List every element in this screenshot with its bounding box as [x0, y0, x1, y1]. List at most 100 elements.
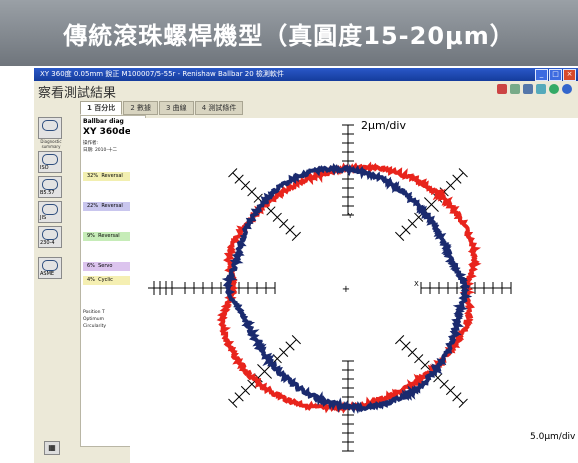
axis-tick	[253, 193, 263, 203]
polar-plot: + Y X 2μm/div 5.0μm/div	[130, 118, 578, 463]
axis-tick	[414, 212, 424, 222]
globe-icon[interactable]	[549, 84, 559, 94]
sidebar-item-label: B5.57	[40, 190, 55, 196]
axis-tick	[279, 219, 289, 229]
polar-plot-svg: + Y X	[148, 124, 512, 452]
sidebar-item-iso[interactable]: ISO	[38, 151, 62, 173]
bar-label: Servo	[98, 263, 113, 269]
report-date: 日期: 2010-十二	[83, 148, 118, 153]
diagnostic-bar: 9% Reversal	[83, 232, 143, 241]
sidebar-item-label: ISO	[40, 165, 49, 171]
sidebar: Diagnostic summary ISO B5.57 JIS 230-4 A…	[34, 99, 69, 463]
sidebar-item-summary[interactable]	[38, 117, 62, 139]
axis-tick	[452, 392, 462, 402]
y-axis-label: Y	[347, 212, 353, 220]
axis-tick	[257, 364, 272, 379]
bar-label: Reversal	[101, 203, 123, 209]
axis-tick	[407, 219, 417, 229]
axis-tick	[272, 354, 282, 364]
window-controls: _ □ ×	[535, 69, 576, 81]
grid-view-button[interactable]: ▦	[44, 441, 60, 455]
sidebar-item-label: JIS	[40, 215, 47, 221]
diagnostic-bar: 4% Cyclic	[83, 276, 143, 285]
report-heading: Ballbar diag	[83, 118, 124, 125]
bar-percent: 6%	[87, 263, 95, 269]
report-operator: 操作者:	[83, 141, 99, 146]
axis-tick	[407, 347, 417, 357]
report-footer-line: Optimum	[83, 317, 105, 322]
axis-tick	[291, 335, 301, 345]
tab-bar: 1 百分比 2 數據 3 曲線 4 測試條件	[80, 101, 244, 115]
axis-tick	[228, 168, 238, 178]
sidebar-item-label: ASME	[40, 271, 55, 277]
axis-tick	[266, 206, 276, 216]
bar-percent: 4%	[87, 277, 95, 283]
center-mark: +	[342, 284, 350, 295]
axis-tick	[458, 398, 468, 408]
axis-tick	[433, 373, 443, 383]
window-titlebar: XY 360度 0.05mm 銳正 M100007/5-55r - Renish…	[34, 68, 578, 81]
bar-percent: 32%	[87, 173, 99, 179]
blue-trace	[221, 162, 473, 414]
axis-tick	[445, 180, 456, 191]
axis-tick	[253, 373, 263, 383]
maximize-button[interactable]: □	[549, 69, 562, 81]
axis-tick	[424, 197, 439, 212]
bar-percent: 22%	[87, 203, 99, 209]
sidebar-item-caption: Diagnostic summary	[40, 139, 62, 149]
help-icon[interactable]	[562, 84, 572, 94]
diagnostic-bar: 6% Servo	[83, 262, 143, 271]
axis-tick	[395, 335, 405, 345]
ballbar-icon	[42, 179, 58, 190]
sidebar-item-asme[interactable]: ASME	[38, 257, 62, 279]
diagnostic-bar: 22% Reversal	[83, 202, 143, 211]
axis-tick	[234, 174, 244, 184]
axis-tick	[247, 187, 257, 197]
sidebar-item-b557[interactable]: B5.57	[38, 176, 62, 198]
diagnostic-bar: 32% Reversal	[83, 172, 143, 181]
axis-tick	[291, 231, 301, 241]
sidebar-item-230-4[interactable]: 230-4	[38, 226, 62, 248]
app-header: 察看測試結果	[34, 81, 578, 101]
bar-label: Reversal	[98, 233, 120, 239]
ballbar-icon	[42, 120, 58, 131]
axis-tick	[395, 231, 405, 241]
tab-curve[interactable]: 3 曲線	[159, 101, 194, 115]
close-button[interactable]: ×	[563, 69, 576, 81]
ballbar-icon	[42, 204, 58, 215]
axis-tick	[228, 398, 238, 408]
tab-test-conditions[interactable]: 4 測試條件	[194, 101, 244, 115]
axis-tick	[439, 379, 449, 389]
percent-icon[interactable]	[523, 84, 533, 94]
report-test-name: XY 360deg	[83, 127, 138, 137]
tab-percentage[interactable]: 1 百分比	[80, 101, 123, 115]
sidebar-item-label: 230-4	[40, 240, 55, 246]
axis-tick	[240, 385, 251, 396]
red-trace	[216, 161, 482, 414]
ballbar-icon	[42, 229, 58, 240]
bar-label: Cyclic	[98, 277, 113, 283]
axis-tick	[445, 385, 456, 396]
toolbar	[497, 84, 572, 94]
window-title: XY 360度 0.05mm 銳正 M100007/5-55r - Renish…	[40, 70, 284, 78]
axis-tick	[285, 225, 295, 235]
sidebar-item-jis[interactable]: JIS	[38, 201, 62, 223]
axis-tick	[414, 354, 424, 364]
axis-tick	[420, 360, 430, 370]
title-banner: 傳統滾珠螺桿機型（真圓度15-20μm）	[0, 0, 578, 66]
axis-tick	[458, 168, 468, 178]
report-footer-line: Position T	[83, 310, 105, 315]
tab-data[interactable]: 2 數據	[123, 101, 158, 115]
axis-tick	[452, 174, 462, 184]
chart-icon[interactable]	[497, 84, 507, 94]
ballbar-icon	[42, 154, 58, 165]
edit-icon[interactable]	[510, 84, 520, 94]
axis-tick	[285, 341, 295, 351]
minimize-button[interactable]: _	[535, 69, 548, 81]
axis-tick	[272, 212, 282, 222]
bar-label: Reversal	[101, 173, 123, 179]
axis-tick	[247, 379, 257, 389]
report-footer-line: Circularity	[83, 324, 107, 329]
refresh-icon[interactable]	[536, 84, 546, 94]
bar-percent: 9%	[87, 233, 95, 239]
